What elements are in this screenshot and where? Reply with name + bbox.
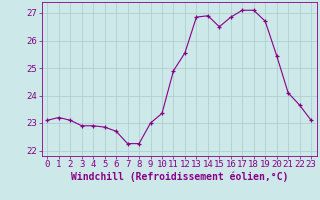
- X-axis label: Windchill (Refroidissement éolien,°C): Windchill (Refroidissement éolien,°C): [70, 172, 288, 182]
